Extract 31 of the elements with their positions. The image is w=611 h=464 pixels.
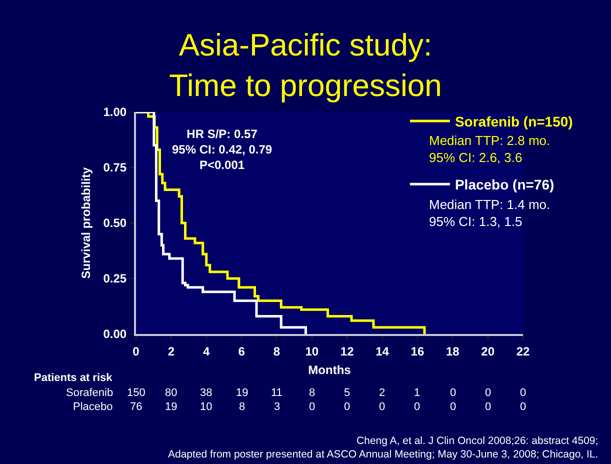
text: Cheng A, et al. J Clin Oncol 2008;26: abstract 4509; Adapted from poster presented at ASCO Annual Meeting; May 30-June 3, 2008; Chicago, IL. bbox=[168, 435, 598, 461]
x-tick-label: 6 bbox=[238, 344, 246, 358]
x-tick-label: 10 bbox=[305, 344, 319, 358]
text: Patients at risk bbox=[34, 372, 114, 384]
y-axis-title: Survival probability bbox=[79, 167, 94, 279]
text: Sorafenib bbox=[66, 387, 114, 399]
annotation: Median TTP: 2.8 mo. 95% CI: 2.6, 3.6 bbox=[429, 133, 550, 165]
legend-label: Placebo (n=76) bbox=[454, 176, 554, 193]
y-tick-label: 0.00 bbox=[103, 327, 127, 342]
x-tick-label: 12 bbox=[340, 344, 354, 358]
x-tick-label: 20 bbox=[481, 344, 495, 358]
x-tick-label: 4 bbox=[203, 344, 210, 358]
chart-title: Asia-Pacific study: Time to progression bbox=[169, 28, 442, 103]
text: Placebo bbox=[73, 401, 113, 413]
text: 150 80 38 19 11 8 5 2 1 0 0 0 bbox=[127, 387, 526, 399]
x-tick-label: 14 bbox=[376, 344, 390, 358]
x-tick-label: 8 bbox=[273, 344, 280, 358]
text: 76 19 10 8 3 0 0 0 0 0 0 0 bbox=[130, 401, 526, 413]
y-tick-label: 0.50 bbox=[103, 216, 127, 230]
x-tick-label: 22 bbox=[516, 344, 530, 358]
annotation: Median TTP: 1.4 mo. 95% CI: 1.3, 1.5 bbox=[429, 197, 550, 229]
x-tick-label: 2 bbox=[168, 344, 175, 358]
x-tick-label: 16 bbox=[410, 344, 424, 358]
y-tick-label: 0.25 bbox=[103, 272, 127, 286]
x-axis-title: Months bbox=[308, 362, 352, 377]
x-tick-label: 18 bbox=[446, 344, 460, 358]
x-tick-label: 0 bbox=[132, 344, 140, 358]
legend-label: Sorafenib (n=150) bbox=[454, 113, 573, 130]
y-tick-label: 0.75 bbox=[103, 160, 127, 175]
y-tick-label: 1.00 bbox=[103, 105, 127, 120]
annotation: HR S/P: 0.57 95% CI: 0.42, 0.79 P<0.001 bbox=[172, 127, 272, 172]
